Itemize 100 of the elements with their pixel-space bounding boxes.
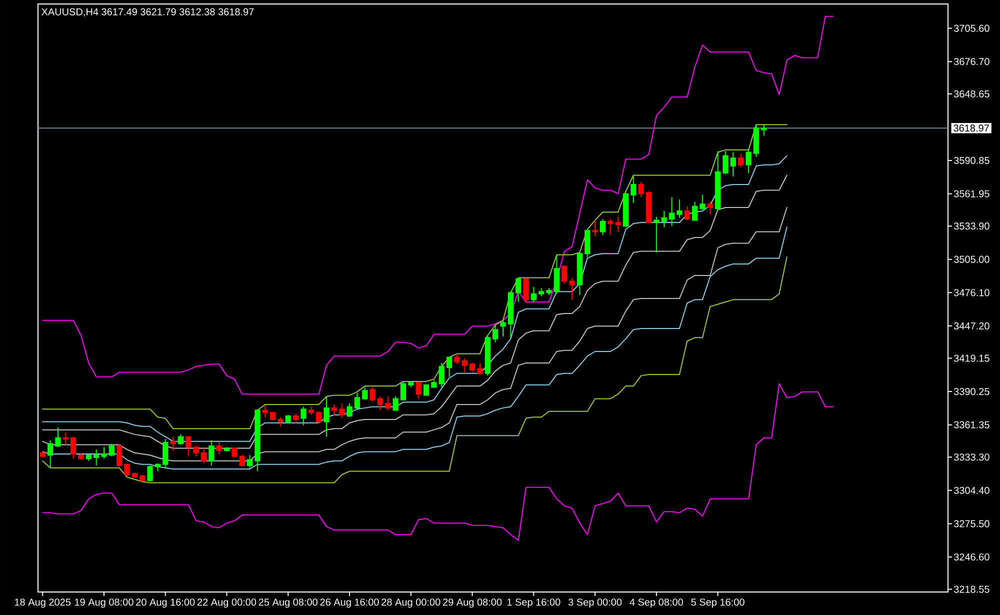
candlestick (178, 434, 184, 446)
candlestick (278, 416, 284, 427)
candlestick (232, 448, 238, 458)
candlestick (132, 472, 138, 478)
x-tick-label: 1 Sep 16:00 (507, 598, 560, 608)
candlestick (622, 193, 629, 228)
ref-line-label: 3618.97 (954, 124, 989, 132)
x-tick-label: 5 Sep 16:00 (691, 598, 744, 608)
candlestick (746, 149, 752, 174)
candlestick (654, 216, 660, 253)
candlestick (124, 464, 130, 476)
candlestick (293, 413, 299, 425)
y-tick-label: 3275.50 (954, 520, 990, 528)
candlestick (392, 396, 398, 411)
candlestick (523, 278, 529, 304)
candlestick (154, 462, 160, 472)
candlestick (554, 254, 560, 294)
candlestick (331, 404, 337, 416)
candlestick (162, 438, 168, 468)
candlestick (562, 266, 568, 284)
candlestick (55, 427, 61, 448)
x-tick-label: 25 Aug 08:00 (258, 598, 318, 608)
candlestick (646, 190, 652, 223)
candlestick (70, 436, 76, 460)
candlestick (546, 288, 552, 296)
candlestick (408, 380, 414, 388)
x-tick-label: 22 Aug 00:00 (198, 598, 256, 608)
candlestick (193, 445, 199, 457)
x-tick-label: 4 Sep 08:00 (630, 598, 683, 608)
candlestick (362, 386, 368, 400)
y-tick-label: 3505.00 (954, 256, 990, 263)
x-tick-label: 18 Aug 2025 (15, 598, 71, 608)
candlestick (308, 406, 314, 416)
candlestick (285, 414, 291, 424)
candlestick (668, 196, 675, 226)
candlestick (116, 443, 122, 468)
candlestick (254, 408, 260, 472)
candlestick (738, 152, 744, 168)
candlestick (339, 402, 345, 419)
y-tick-label: 3390.25 (954, 388, 990, 396)
candlestick (86, 454, 92, 462)
candlestick (377, 396, 384, 411)
candlestick (569, 277, 575, 300)
y-tick-label: 3304.40 (954, 486, 990, 494)
candlestick (715, 150, 721, 210)
candlestick (516, 277, 522, 302)
y-tick-label: 3419.15 (954, 354, 990, 362)
candlestick (608, 218, 614, 236)
candlestick (216, 442, 222, 455)
candlestick (638, 182, 644, 198)
candlestick (530, 286, 536, 302)
candlestick (208, 440, 214, 466)
candlestick (684, 206, 690, 221)
candlestick (147, 465, 153, 482)
candlestick (462, 358, 468, 373)
candlestick (722, 150, 728, 175)
candlestick (47, 440, 54, 468)
candlestick (423, 384, 430, 396)
candlestick (508, 291, 514, 338)
candlestick (707, 201, 713, 215)
candlestick (416, 380, 422, 400)
candlestick (469, 362, 476, 373)
candlestick (140, 474, 146, 482)
candlestick (385, 396, 391, 411)
candlestick (246, 454, 253, 468)
y-tick-label: 3333.30 (954, 454, 990, 461)
y-tick-label: 3476.10 (954, 289, 990, 296)
candlestick (438, 362, 444, 388)
candlestick (753, 124, 759, 158)
y-tick-label: 3676.70 (954, 58, 990, 66)
y-tick-label: 3218.55 (954, 586, 990, 593)
candlestick (630, 174, 636, 204)
candlestick (324, 396, 330, 438)
candlestick (262, 405, 268, 418)
candlestick (592, 220, 598, 237)
candlestick (239, 454, 245, 468)
candlestick (370, 386, 376, 403)
candlestick (108, 443, 114, 457)
x-tick-label: 19 Aug 08:00 (74, 598, 134, 608)
candlestick (600, 218, 606, 236)
candlestick (446, 356, 452, 378)
candlestick (477, 362, 483, 376)
candlestick (500, 320, 506, 338)
candlestick (576, 252, 583, 296)
candlestick (200, 448, 207, 464)
x-tick-label: 3 Sep 00:00 (568, 598, 622, 608)
candlestick (538, 288, 544, 297)
y-tick-label: 3590.85 (954, 156, 990, 164)
candlestick (354, 392, 360, 410)
y-tick-label: 3246.60 (954, 553, 990, 561)
candlestick (676, 198, 682, 218)
chart-title: XAUUSD,H4 3617.49 3621.79 3612.38 3618.97 (42, 8, 254, 17)
candlestick (761, 124, 767, 136)
candlestick (186, 436, 192, 457)
candlestick (346, 402, 352, 418)
candlestick (78, 452, 84, 460)
candlestick (224, 446, 230, 452)
x-tick-label: 26 Aug 16:00 (320, 598, 379, 608)
candlestick (584, 228, 590, 258)
x-tick-label: 20 Aug 16:00 (136, 598, 195, 608)
